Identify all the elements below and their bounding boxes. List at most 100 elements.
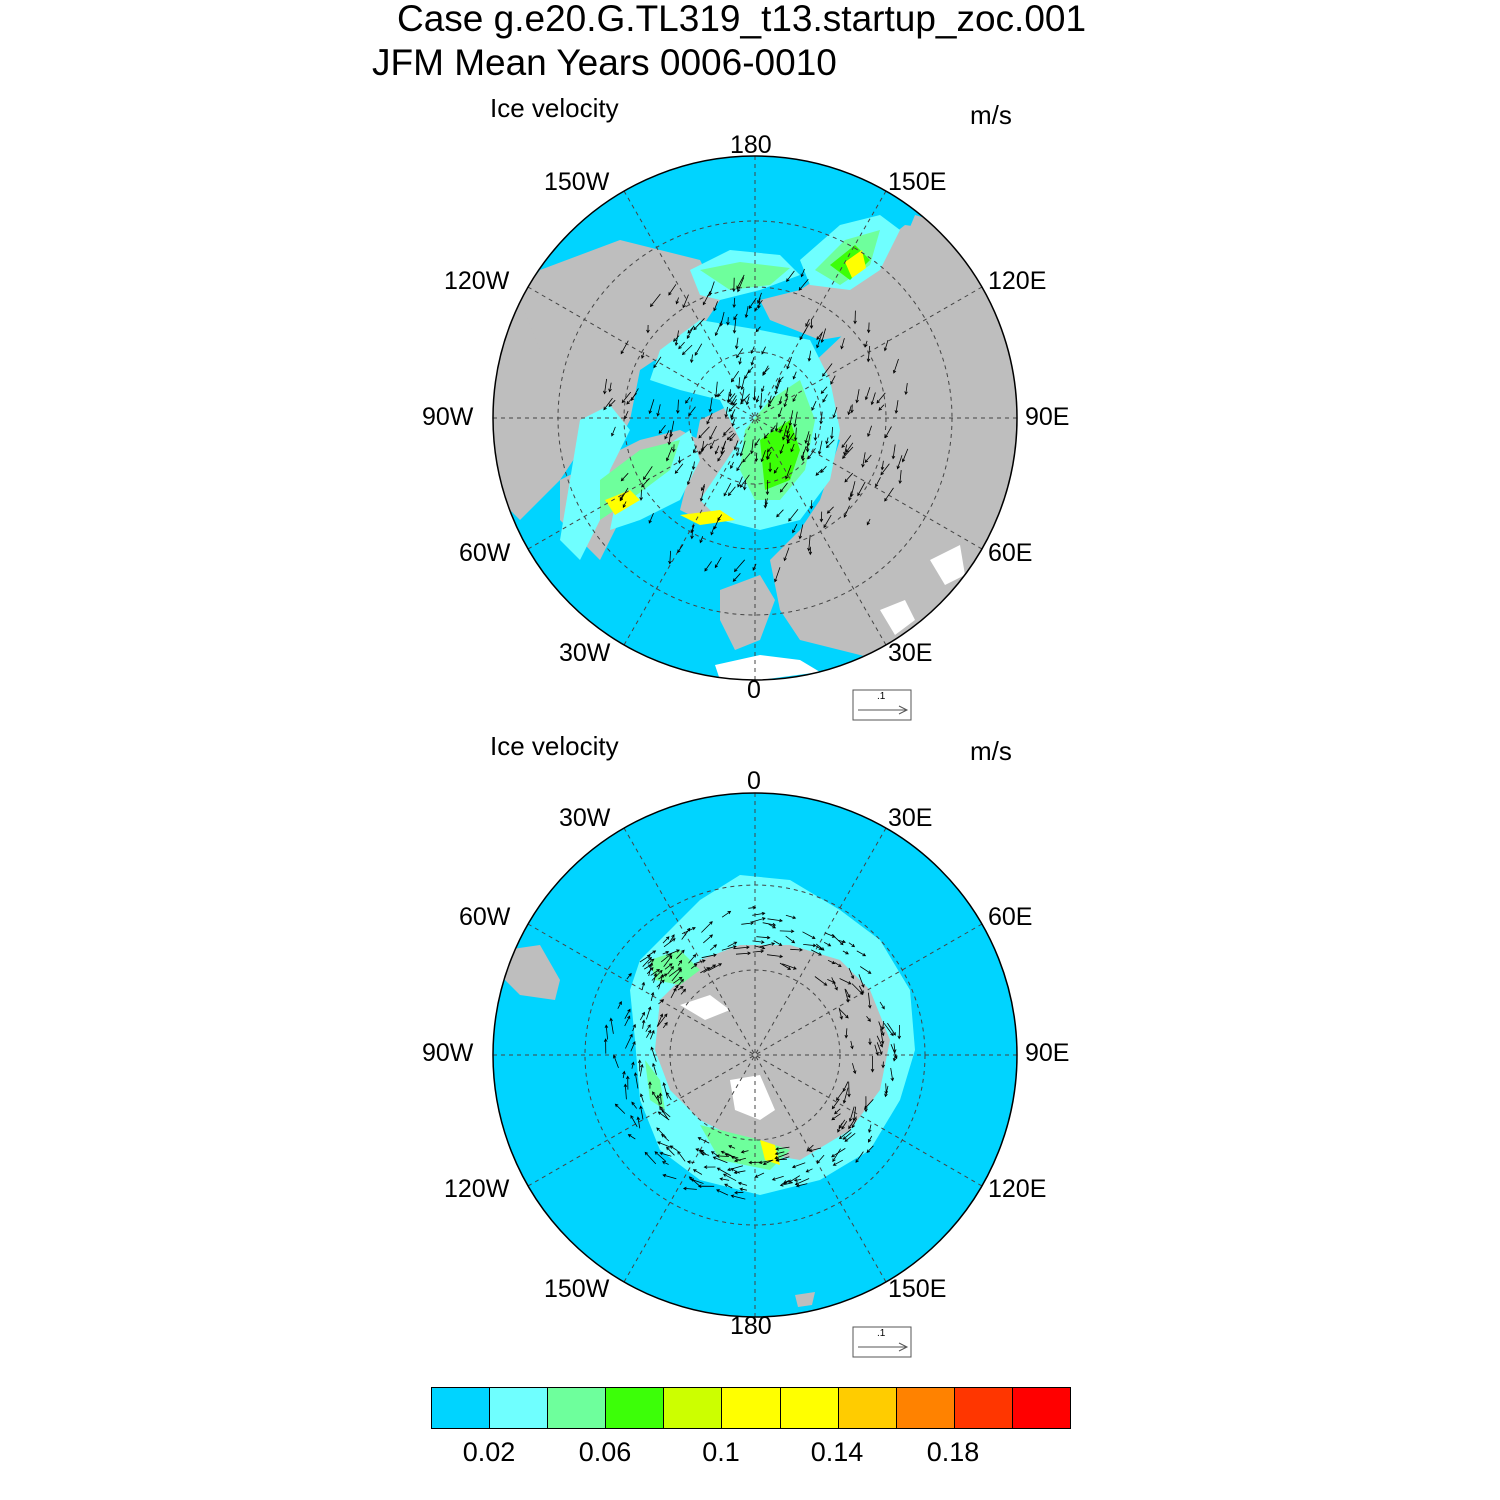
velocity-arrow	[782, 963, 797, 970]
velocity-arrow	[842, 1087, 849, 1104]
velocity-arrow	[732, 317, 737, 334]
velocity-arrow	[840, 338, 845, 350]
velocity-arrow	[845, 989, 851, 999]
velocity-arrow	[878, 1021, 885, 1037]
velocity-arrow	[857, 481, 866, 497]
velocity-arrow	[825, 437, 829, 445]
velocity-arrow	[852, 1106, 857, 1122]
velocity-arrow	[848, 967, 855, 980]
velocity-arrow	[806, 434, 811, 447]
velocity-arrow	[671, 444, 676, 453]
velocity-arrow	[839, 978, 852, 985]
velocity-arrow	[647, 950, 657, 957]
velocity-arrow	[814, 976, 828, 986]
velocity-arrow	[864, 454, 872, 463]
velocity-arrow	[631, 1061, 635, 1069]
colorbar-label: 0.1	[702, 1437, 740, 1467]
velocity-arrow	[621, 391, 632, 404]
velocity-arrow	[673, 984, 679, 992]
north-lon-label-bottom-right: 30E	[888, 639, 933, 667]
velocity-arrow	[720, 441, 726, 455]
north-lon-label-upper-right: 120E	[988, 267, 1047, 295]
velocity-arrow	[632, 1023, 636, 1032]
velocity-arrow	[866, 1016, 871, 1022]
south-lon-label-upper-left: 60W	[459, 903, 511, 931]
north-missing-greenland	[930, 545, 965, 585]
velocity-arrow	[680, 988, 687, 995]
velocity-arrow	[724, 406, 729, 418]
velocity-arrow	[603, 397, 613, 411]
velocity-arrow	[856, 950, 867, 957]
colorbar-box	[490, 1388, 549, 1428]
velocity-arrow	[643, 964, 652, 970]
velocity-arrow	[904, 383, 908, 396]
main-title-line1: Case g.e20.G.TL319_t13.startup_zoc.001	[397, 0, 1087, 39]
velocity-arrow	[703, 1165, 716, 1169]
velocity-arrow	[702, 290, 711, 306]
velocity-arrow	[641, 981, 646, 991]
velocity-arrow	[685, 396, 691, 404]
velocity-arrow	[891, 444, 896, 460]
north-missing-baltic	[880, 600, 915, 635]
south-reference-vector-label: .1	[877, 1328, 886, 1339]
velocity-arrow	[824, 932, 836, 938]
velocity-arrow	[756, 935, 771, 940]
north-map-border	[492, 155, 1018, 681]
velocity-arrow	[811, 949, 822, 956]
velocity-arrow	[603, 1038, 608, 1054]
velocity-arrow	[663, 938, 676, 948]
north-land-iceland-uk	[720, 575, 775, 650]
velocity-arrow	[884, 426, 892, 439]
velocity-arrow	[709, 439, 715, 450]
velocity-arrow	[844, 1132, 856, 1142]
velocity-arrow	[653, 356, 662, 369]
velocity-arrow	[609, 1017, 614, 1034]
velocity-arrow	[692, 445, 697, 454]
velocity-arrow	[662, 1173, 677, 1180]
velocity-arrow	[776, 509, 784, 518]
velocity-arrow	[858, 974, 865, 988]
velocity-arrow	[736, 274, 745, 290]
velocity-arrow	[732, 573, 741, 582]
velocity-arrow	[712, 1156, 728, 1164]
velocity-arrow	[738, 357, 742, 365]
north-lon-label-top: 180	[730, 131, 772, 159]
velocity-arrow	[759, 392, 763, 410]
velocity-arrow	[864, 387, 871, 401]
velocity-arrow	[631, 1101, 638, 1109]
north-lon-label-left: 90W	[422, 403, 474, 431]
velocity-arrow	[843, 505, 850, 518]
velocity-arrow	[744, 306, 749, 319]
velocity-arrow	[740, 393, 750, 405]
south-lon-label-bottom: 180	[730, 1312, 772, 1340]
south-left-string: Ice velocity	[490, 731, 619, 761]
velocity-arrow	[774, 1153, 789, 1160]
velocity-arrow	[875, 477, 881, 488]
north-left-string: Ice velocity	[490, 93, 619, 123]
velocity-arrow	[774, 1151, 785, 1156]
south-lon-label-upper-right: 60E	[988, 903, 1033, 931]
south-lon-label-top-right: 30E	[888, 804, 933, 832]
velocity-arrow	[762, 1159, 773, 1165]
velocity-arrow	[866, 345, 871, 363]
velocity-arrow	[837, 1123, 843, 1133]
velocity-arrow	[664, 963, 673, 970]
north-polar-map	[493, 156, 1017, 680]
velocity-arrow	[827, 979, 836, 984]
velocity-arrow	[688, 1176, 700, 1187]
velocity-arrow	[779, 929, 795, 934]
velocity-arrow	[732, 277, 736, 293]
velocity-arrow	[611, 426, 616, 437]
velocity-arrow	[879, 1001, 885, 1010]
velocity-arrow	[677, 986, 684, 991]
velocity-arrow	[693, 318, 705, 331]
velocity-arrow	[820, 328, 826, 343]
velocity-arrow	[775, 377, 781, 390]
colorbar-label: 0.02	[462, 1437, 516, 1467]
velocity-arrow	[762, 367, 770, 375]
velocity-arrow	[901, 448, 909, 463]
colorbar-box	[838, 1388, 897, 1428]
main-title-line2: JFM Mean Years 0006-0010	[372, 42, 837, 83]
velocity-arrow	[745, 396, 750, 406]
velocity-arrow	[730, 370, 740, 383]
